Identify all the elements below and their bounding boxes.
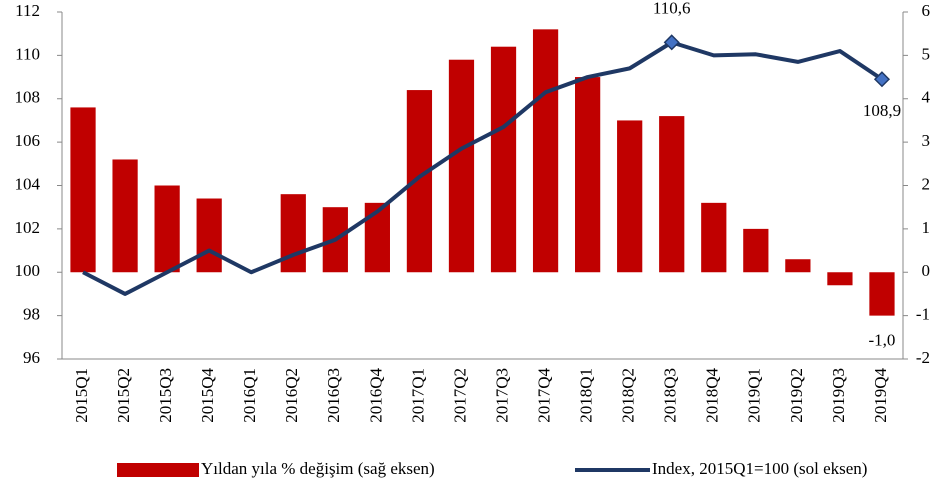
- bar: [827, 272, 853, 286]
- bar: [70, 107, 96, 273]
- y-tick-label: 100: [15, 261, 41, 280]
- y2-tick-label: 3: [922, 131, 931, 150]
- legend-label: Yıldan yıla % değişim (sağ eksen): [201, 459, 435, 478]
- y2-tick-label: 6: [922, 1, 931, 20]
- x-tick-label: 2016Q2: [282, 368, 301, 423]
- x-tick-label: 2019Q2: [787, 368, 806, 423]
- y-tick-label: 112: [15, 1, 40, 20]
- x-tick-label: 2018Q2: [619, 368, 638, 423]
- bar: [490, 46, 517, 273]
- bar: [448, 59, 475, 273]
- y2-tick-label: 4: [922, 88, 931, 107]
- x-tick-label: 2017Q4: [534, 368, 553, 423]
- data-label: 110,6: [653, 0, 691, 17]
- bar: [575, 77, 601, 273]
- marker: [873, 71, 891, 88]
- x-tick-label: 2019Q1: [745, 368, 764, 423]
- legend-label: Index, 2015Q1=100 (sol eksen): [652, 459, 867, 478]
- bar: [743, 228, 769, 273]
- bar: [532, 29, 559, 273]
- bar: [617, 120, 643, 273]
- x-tick-label: 2017Q1: [408, 368, 427, 423]
- bar: [785, 259, 811, 273]
- x-tick-label: 2017Q2: [450, 368, 469, 423]
- x-tick-label: 2018Q1: [577, 368, 596, 423]
- x-tick-label: 2018Q3: [661, 368, 680, 423]
- x-tick-label: 2016Q1: [240, 368, 259, 423]
- x-tick-label: 2019Q3: [829, 368, 848, 423]
- y-tick-label: 106: [15, 131, 41, 150]
- y2-tick-label: -2: [916, 348, 930, 367]
- marker: [663, 34, 680, 51]
- x-tick-label: 2019Q4: [871, 368, 890, 423]
- line: [82, 40, 884, 296]
- y-tick-label: 108: [15, 88, 41, 107]
- bar: [364, 202, 390, 273]
- y2-tick-label: 5: [922, 44, 931, 63]
- data-label: -1,0: [869, 331, 896, 350]
- y2-tick-label: 0: [922, 261, 931, 280]
- x-tick-label: 2017Q3: [492, 368, 511, 423]
- x-tick-label: 2015Q3: [156, 368, 175, 423]
- y-tick-label: 102: [15, 218, 41, 237]
- bar: [154, 185, 180, 273]
- y2-tick-label: 1: [922, 218, 931, 237]
- y-tick-label: 96: [23, 348, 40, 367]
- x-tick-label: 2015Q2: [114, 368, 133, 423]
- y-tick-label: 104: [15, 174, 41, 193]
- y-tick-label: 110: [15, 44, 40, 63]
- x-tick-label: 2015Q1: [72, 368, 91, 423]
- x-tick-label: 2016Q4: [366, 368, 385, 423]
- x-tick-label: 2018Q4: [703, 368, 722, 423]
- y2-tick-label: -1: [916, 305, 930, 324]
- y-tick-label: 98: [23, 305, 40, 324]
- bar: [869, 272, 895, 316]
- bar: [112, 159, 138, 273]
- x-tick-label: 2016Q3: [324, 368, 343, 423]
- bar: [406, 90, 433, 273]
- legend-swatch: [117, 463, 199, 477]
- bar: [196, 198, 222, 273]
- bar: [659, 116, 685, 273]
- y2-tick-label: 2: [922, 174, 931, 193]
- x-tick-label: 2015Q4: [198, 368, 217, 423]
- data-label: 108,9: [863, 101, 901, 120]
- bar: [701, 202, 727, 273]
